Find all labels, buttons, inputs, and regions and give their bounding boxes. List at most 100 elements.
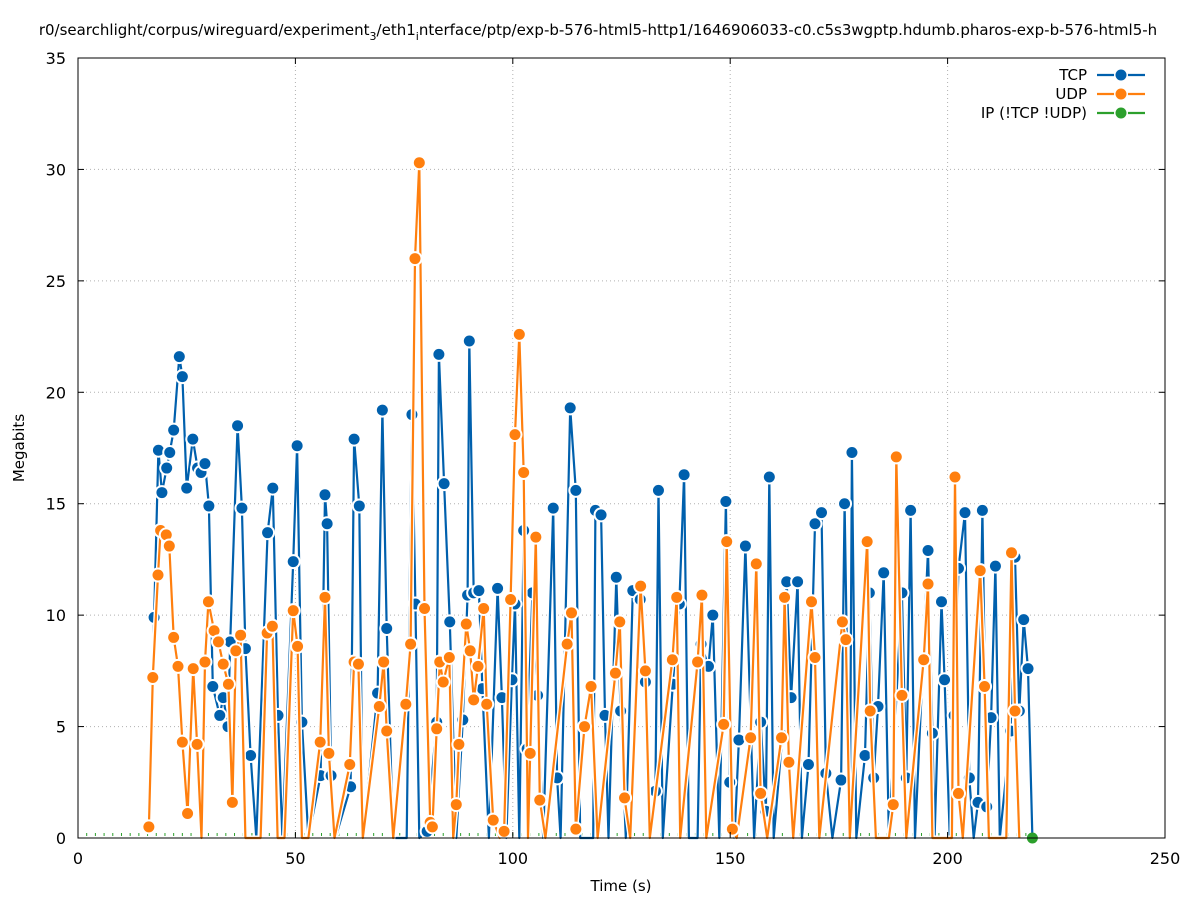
data-point (378, 656, 390, 668)
data-point (530, 531, 542, 543)
chart-title: r0/searchlight/corpus/wireguard/experime… (39, 21, 1157, 43)
data-point (918, 654, 930, 666)
data-point (733, 734, 745, 746)
data-point (509, 429, 521, 441)
data-point (214, 709, 226, 721)
data-point (164, 446, 176, 458)
x-tick-label: 0 (73, 849, 83, 868)
data-point (409, 253, 421, 265)
legend-marker (1115, 69, 1127, 81)
data-point (639, 665, 651, 677)
data-point (181, 482, 193, 494)
data-point (230, 645, 242, 657)
data-point (217, 658, 229, 670)
legend-marker (1115, 107, 1127, 119)
data-point (610, 571, 622, 583)
data-point (496, 692, 508, 704)
x-tick-label: 100 (498, 849, 529, 868)
chart-title-subscript: i (416, 30, 419, 43)
data-point (222, 678, 234, 690)
chart-title-part: nterface/ptp/exp-b-576-html5-http1/16469… (419, 21, 1157, 39)
data-point (922, 578, 934, 590)
data-point (750, 558, 762, 570)
data-point (570, 484, 582, 496)
data-point (453, 738, 465, 750)
data-point (460, 618, 472, 630)
data-point (547, 502, 559, 514)
y-tick-label: 25 (46, 272, 66, 291)
data-point (236, 502, 248, 514)
data-point (160, 529, 172, 541)
data-point (431, 723, 443, 735)
data-point (905, 504, 917, 516)
data-point (287, 605, 299, 617)
data-point (226, 796, 238, 808)
data-point (245, 750, 257, 762)
data-point (692, 656, 704, 668)
data-point (878, 567, 890, 579)
x-tick-labels: 0 50 100 150 200 250 (73, 849, 1180, 868)
y-tick-label: 30 (46, 160, 66, 179)
data-point (468, 694, 480, 706)
data-point (156, 487, 168, 499)
data-point (438, 478, 450, 490)
data-point (291, 440, 303, 452)
axis-ticks (77, 57, 1166, 839)
data-point (922, 545, 934, 557)
data-point (217, 692, 229, 704)
data-point (463, 335, 475, 347)
data-point (718, 718, 730, 730)
data-point (989, 560, 1001, 572)
data-point (779, 591, 791, 603)
data-point (707, 609, 719, 621)
data-point (348, 433, 360, 445)
data-point (203, 500, 215, 512)
data-point (199, 458, 211, 470)
data-point (985, 712, 997, 724)
data-point (321, 518, 333, 530)
data-point (352, 658, 364, 670)
data-point (534, 794, 546, 806)
data-point (208, 625, 220, 637)
series-layer (141, 155, 1038, 844)
data-point (487, 814, 499, 826)
data-point (182, 807, 194, 819)
data-point (235, 629, 247, 641)
data-point (478, 602, 490, 614)
data-point (859, 750, 871, 762)
data-point (172, 660, 184, 672)
data-point (147, 672, 159, 684)
data-point (444, 616, 456, 628)
data-point (232, 420, 244, 432)
data-point (1022, 663, 1034, 675)
data-point (381, 623, 393, 635)
data-point (619, 792, 631, 804)
data-point (168, 424, 180, 436)
data-point (426, 821, 438, 833)
data-point (806, 596, 818, 608)
data-point (666, 654, 678, 666)
chart-title-subscript: 3 (370, 30, 377, 43)
data-point (344, 758, 356, 770)
data-point (168, 631, 180, 643)
data-point (419, 602, 431, 614)
data-point (745, 732, 757, 744)
chart-title-part: /eth1 (377, 21, 416, 39)
data-point (846, 446, 858, 458)
data-point (776, 732, 788, 744)
data-point (498, 825, 510, 837)
x-axis-label: Time (s) (590, 877, 652, 895)
data-point (979, 680, 991, 692)
data-point (781, 576, 793, 588)
data-point (319, 591, 331, 603)
data-point (173, 351, 185, 363)
data-point (433, 348, 445, 360)
data-point (292, 640, 304, 652)
data-point (405, 638, 417, 650)
data-point (614, 616, 626, 628)
data-point (864, 705, 876, 717)
data-point (564, 402, 576, 414)
data-point (792, 576, 804, 588)
